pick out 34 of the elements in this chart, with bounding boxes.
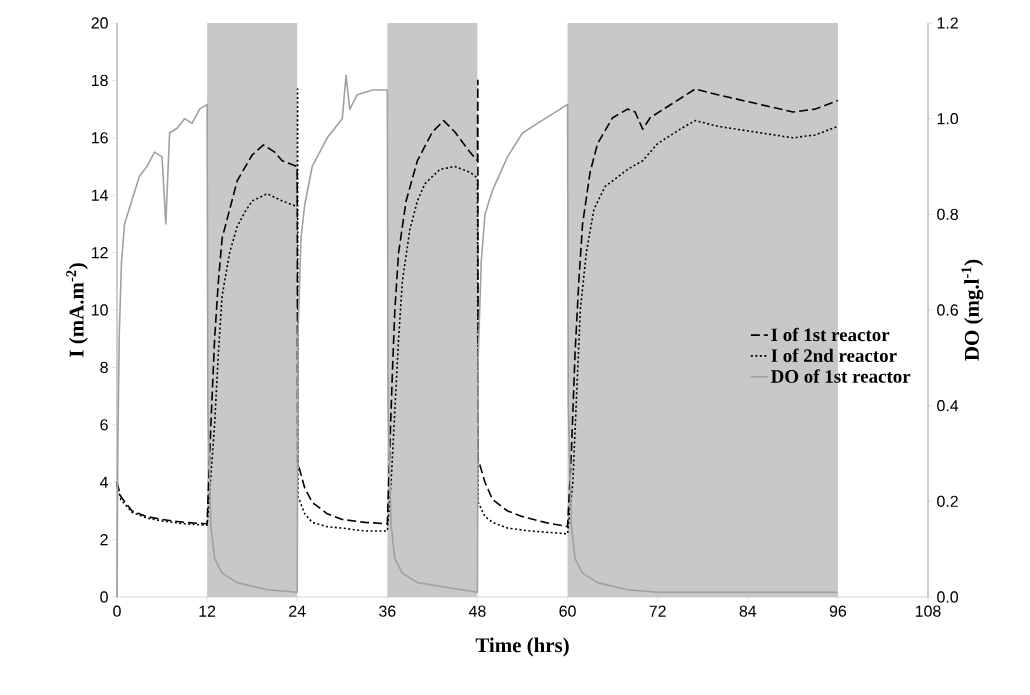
- y-tick-label: 2: [100, 534, 108, 546]
- x-tick-label: 96: [829, 605, 847, 617]
- y-tick-label: 18: [91, 74, 108, 87]
- y2-tick-label: 1.2: [937, 17, 958, 29]
- y-tick-label: 10: [91, 304, 108, 316]
- y-tick-label: 20: [91, 17, 108, 29]
- x-axis-title: Time (hrs): [475, 637, 569, 657]
- x-tick-label: 72: [649, 605, 666, 617]
- legend-label: I of 2nd reactor: [771, 348, 897, 363]
- y-axis-title: I (mA.m$^{-2}$): [66, 263, 88, 357]
- y-tick-label: 6: [100, 419, 108, 431]
- y2-axis-title: DO (mg.l$^{-1}$): [961, 259, 984, 361]
- y-tick-label: 8: [100, 361, 108, 374]
- y2-tick-label: 0.6: [937, 304, 958, 316]
- x-tick-label: 108: [915, 605, 941, 617]
- y2-tick-label: 0.0: [937, 591, 959, 603]
- y-tick-label: 4: [100, 476, 109, 488]
- x-tick-label: 24: [289, 605, 306, 617]
- x-tick-label: 60: [559, 605, 576, 617]
- y2-tick-label: 0.4: [937, 400, 959, 412]
- x-tick-label: 48: [468, 605, 486, 617]
- y2-tick-label: 0.8: [937, 208, 958, 220]
- x-tick-label: 36: [379, 605, 396, 617]
- y2-tick-label: 1.0: [937, 113, 959, 125]
- y2-tick-label: 0.2: [937, 495, 958, 507]
- y-tick-label: 12: [91, 247, 108, 259]
- y-tick-label: 0: [100, 591, 108, 603]
- legend-label: DO of 1st reactor: [771, 369, 911, 383]
- y-tick-label: 14: [91, 189, 109, 201]
- x-tick-label: 84: [739, 605, 757, 617]
- x-tick-label: 0: [113, 605, 121, 617]
- legend-label: I of 1st reactor: [771, 327, 890, 342]
- x-tick-label: 12: [199, 605, 216, 617]
- y-tick-label: 16: [91, 132, 108, 144]
